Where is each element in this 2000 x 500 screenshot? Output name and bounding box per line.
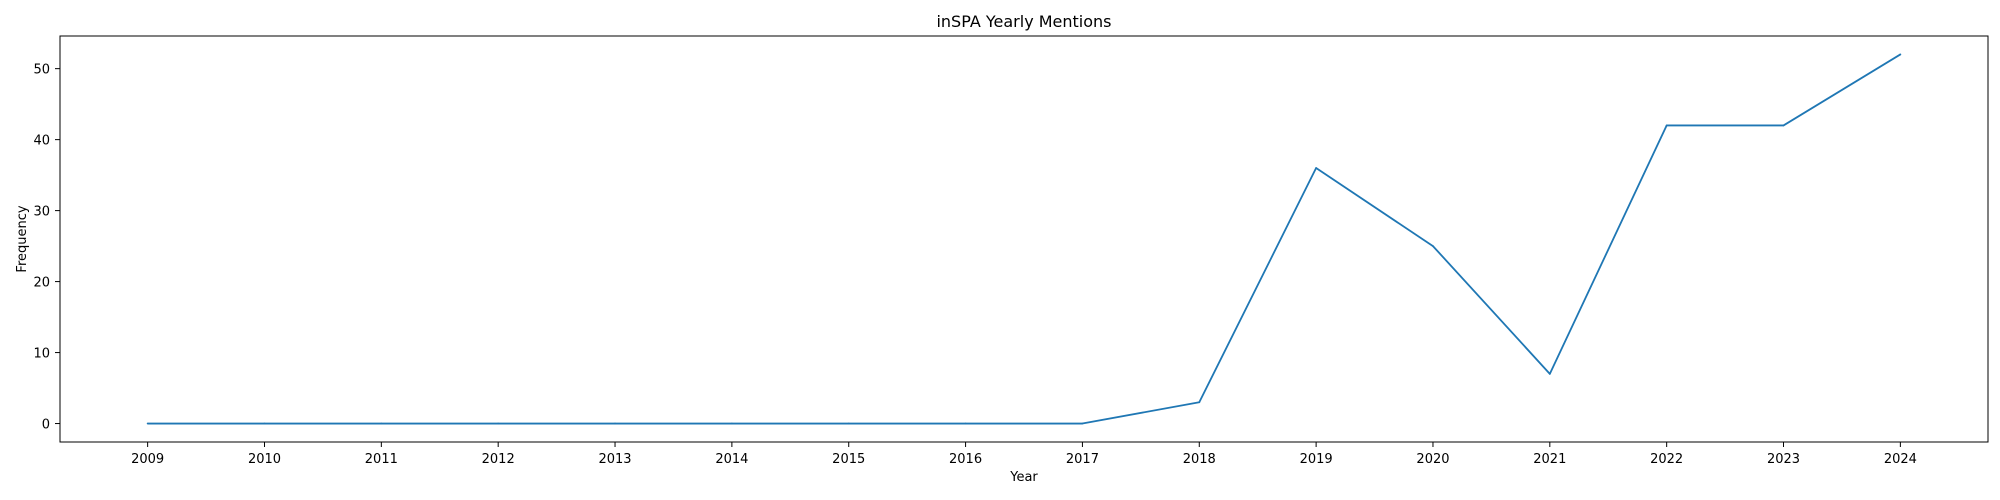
data-point [1315, 167, 1318, 169]
x-tick-label: 2010 [248, 452, 281, 467]
series-layer [146, 53, 1902, 425]
data-point [964, 422, 967, 425]
x-tick-label: 2012 [482, 452, 515, 467]
series-line [147, 53, 1901, 425]
x-tick-label: 2015 [832, 452, 865, 467]
x-tick-label: 2017 [1066, 452, 1099, 467]
x-tick-label: 2011 [365, 452, 398, 467]
data-point [1081, 422, 1084, 425]
x-tick-label: 2013 [598, 452, 631, 467]
y-tick-label: 30 [33, 205, 50, 220]
x-axis-label: Year [1009, 470, 1038, 485]
data-point [497, 422, 500, 425]
x-axis-ticks: 2009 2010 2011 2012 2013 2014 2015 2016 2017 2018… [131, 442, 1917, 467]
data-point [146, 422, 149, 425]
data-point [1665, 124, 1668, 127]
x-tick-label: 2009 [131, 452, 164, 467]
x-tick-label: 2019 [1300, 452, 1333, 467]
y-axis-ticks: 0 10 20 30 40 50 [33, 63, 60, 433]
x-tick-label: 2024 [1884, 452, 1917, 467]
x-tick-label: 2020 [1416, 452, 1449, 467]
x-tick-label: 2021 [1533, 452, 1566, 467]
x-tick-label: 2014 [715, 452, 748, 467]
chart-title: inSPA Yearly Mentions [936, 12, 1111, 31]
x-tick-label: 2023 [1767, 452, 1800, 467]
x-tick-label: 2018 [1183, 452, 1216, 467]
x-tick-label: 2022 [1650, 452, 1683, 467]
data-point [730, 422, 733, 425]
y-tick-label: 10 [33, 347, 50, 362]
y-tick-label: 50 [33, 63, 50, 78]
data-point [1782, 124, 1785, 127]
x-tick-label: 2016 [949, 452, 982, 467]
data-point [1432, 245, 1434, 247]
y-tick-label: 40 [33, 134, 50, 149]
data-point [263, 422, 266, 425]
data-point [380, 422, 383, 425]
plot-area-frame [59, 35, 1989, 443]
data-point [1198, 401, 1201, 404]
data-point [1548, 372, 1551, 375]
data-point [1899, 53, 1902, 56]
data-point [847, 422, 850, 425]
y-tick-label: 20 [33, 276, 50, 291]
y-tick-label: 0 [42, 418, 50, 433]
data-point [614, 422, 616, 425]
y-axis-label: Frequency [15, 205, 30, 272]
